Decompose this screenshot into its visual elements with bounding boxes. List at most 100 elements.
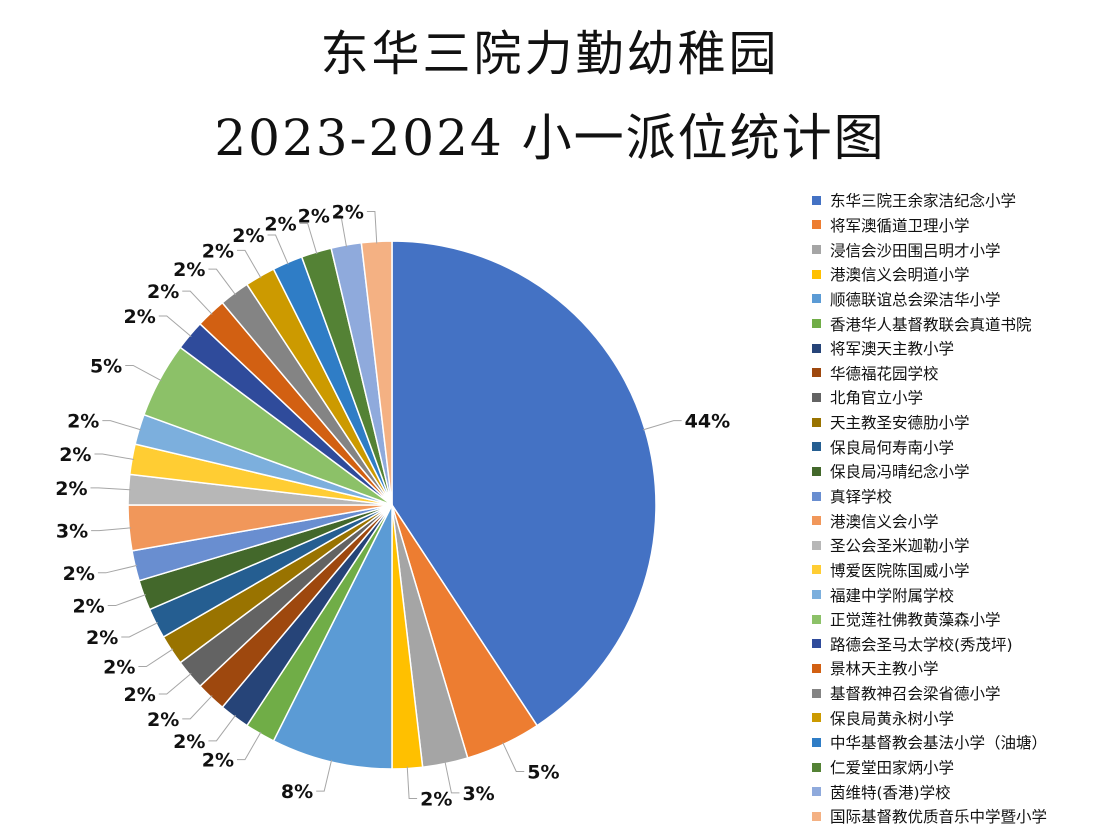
data-label-0: 44% — [685, 411, 730, 433]
legend-label: 基督教神召会梁省德小学 — [830, 685, 1001, 704]
legend-swatch — [812, 466, 821, 476]
legend-item-19: 景林天主教小学 — [812, 656, 1047, 681]
legend-swatch — [812, 787, 821, 797]
legend-label: 天主教圣安德肋小学 — [830, 414, 970, 433]
legend-swatch — [812, 442, 821, 452]
data-label-9: 2% — [103, 657, 135, 679]
data-label-18: 2% — [124, 306, 156, 328]
data-label-21: 2% — [202, 240, 234, 262]
legend-swatch — [812, 811, 821, 821]
legend-label: 圣公会圣米迦勒小学 — [830, 537, 970, 556]
legend-label: 港澳信义会明道小学 — [830, 266, 970, 285]
legend-item-10: 保良局何寿南小学 — [812, 434, 1047, 459]
leader-line-4 — [316, 759, 333, 792]
legend-item-12: 真铎学校 — [812, 484, 1047, 509]
legend-swatch — [812, 319, 821, 329]
data-label-19: 2% — [147, 281, 179, 303]
legend-item-7: 华德福花园学校 — [812, 360, 1047, 385]
leader-line-12 — [97, 564, 138, 574]
legend-swatch — [812, 220, 821, 230]
legend-item-15: 博爱医院陈国威小学 — [812, 558, 1047, 583]
legend-item-5: 香港华人基督教联会真道书院 — [812, 311, 1047, 336]
legend-swatch — [812, 713, 821, 723]
legend-swatch — [812, 294, 821, 304]
legend-swatch — [812, 762, 821, 772]
legend-item-3: 港澳信义会明道小学 — [812, 262, 1047, 287]
data-label-7: 2% — [147, 709, 179, 731]
data-label-3: 2% — [420, 789, 452, 811]
legend-item-21: 保良局黄永树小学 — [812, 705, 1047, 730]
legend-item-18: 路德会圣马太学校(秀茂坪) — [812, 632, 1047, 657]
legend-item-9: 天主教圣安德肋小学 — [812, 410, 1047, 435]
leader-line-7 — [182, 695, 213, 720]
legend-item-2: 浸信会沙田围吕明才小学 — [812, 237, 1047, 262]
legend-label: 景林天主教小学 — [830, 660, 939, 679]
legend-label: 浸信会沙田围吕明才小学 — [830, 241, 1001, 260]
data-label-12: 2% — [63, 563, 95, 585]
leader-line-2 — [444, 761, 460, 794]
legend-swatch — [812, 688, 821, 698]
chart-title: 东华三院力勤幼稚园 — [320, 26, 780, 82]
legend-label: 华德福花园学校 — [830, 364, 939, 383]
chart-subtitle: 2023-2024 小一派位统计图 — [214, 109, 886, 167]
legend-item-23: 仁爱堂田家炳小学 — [812, 755, 1047, 780]
leader-line-16 — [102, 420, 142, 431]
legend-item-14: 圣公会圣米迦勒小学 — [812, 533, 1047, 558]
leader-line-14 — [90, 487, 131, 491]
leader-line-21 — [237, 249, 262, 279]
legend-label: 港澳信义会小学 — [830, 512, 939, 531]
legend-label: 国际基督教优质音乐中学暨小学 — [830, 808, 1048, 827]
legend-label: 正觉莲社佛教黄藻森小学 — [830, 611, 1001, 630]
leader-line-11 — [107, 594, 146, 607]
data-label-14: 2% — [55, 478, 87, 500]
leader-line-24 — [332, 214, 347, 248]
legend-item-1: 将军澳循道卫理小学 — [812, 213, 1047, 238]
legend-label: 保良局黄永树小学 — [830, 709, 955, 728]
legend-swatch — [812, 417, 821, 427]
legend-item-20: 基督教神召会梁省德小学 — [812, 681, 1047, 706]
legend-swatch — [812, 614, 821, 624]
legend-item-16: 福建中学附属学校 — [812, 582, 1047, 607]
leader-line-15 — [94, 453, 135, 460]
data-label-16: 2% — [67, 411, 99, 433]
legend-swatch — [812, 245, 821, 255]
legend-swatch — [812, 565, 821, 575]
legend-swatch — [812, 737, 821, 747]
leader-line-1 — [502, 742, 525, 772]
legend-item-8: 北角官立小学 — [812, 385, 1047, 410]
legend-swatch — [812, 392, 821, 402]
legend-item-4: 顺德联谊总会梁洁华小学 — [812, 287, 1047, 312]
data-label-6: 2% — [173, 731, 205, 753]
legend-swatch — [812, 590, 821, 600]
legend-label: 将军澳天主教小学 — [830, 340, 955, 359]
leader-line-5 — [237, 731, 262, 761]
data-label-11: 2% — [72, 596, 104, 618]
data-label-5: 2% — [202, 750, 234, 772]
legend-label: 茵维特(香港)学校 — [830, 783, 951, 802]
leader-line-6 — [208, 714, 236, 742]
data-label-13: 3% — [56, 521, 88, 543]
legend-label: 顺德联谊总会梁洁华小学 — [830, 290, 1001, 309]
legend-swatch — [812, 195, 821, 205]
legend-label: 北角官立小学 — [830, 389, 924, 408]
legend-label: 中华基督教会基法小学（油塘） — [830, 734, 1048, 753]
leader-line-8 — [158, 673, 192, 695]
leader-line-3 — [406, 766, 418, 800]
legend-label: 将军澳循道卫理小学 — [830, 216, 970, 235]
legend-label: 仁爱堂田家炳小学 — [830, 759, 955, 778]
data-label-25: 2% — [332, 201, 364, 223]
chart-legend: 东华三院王余家洁纪念小学 将军澳循道卫理小学 浸信会沙田围吕明才小学 港澳信义会明道小… — [812, 188, 1047, 829]
data-label-24: 2% — [298, 205, 330, 227]
legend-item-17: 正觉莲社佛教黄藻森小学 — [812, 607, 1047, 632]
data-label-17: 5% — [90, 355, 122, 377]
legend-swatch — [812, 540, 821, 550]
leader-line-17 — [125, 364, 162, 382]
data-label-22: 2% — [232, 225, 264, 247]
legend-item-22: 中华基督教会基法小学（油塘） — [812, 730, 1047, 755]
leader-line-23 — [299, 222, 318, 255]
leader-line-9 — [138, 648, 174, 668]
data-label-8: 2% — [124, 684, 156, 706]
legend-item-13: 港澳信义会小学 — [812, 508, 1047, 533]
leader-line-18 — [158, 315, 192, 337]
